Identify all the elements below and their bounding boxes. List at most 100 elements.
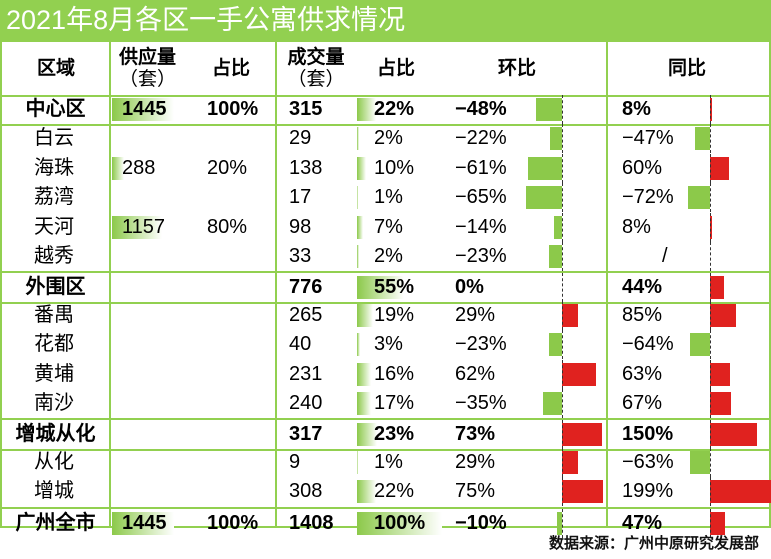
- table-row: 广州全市 1445 100% 1408 100% −10% 47%: [2, 506, 769, 538]
- deal-cell: 308: [289, 480, 323, 503]
- region-cell: 增城: [34, 480, 74, 503]
- deal-share-cell: 17%: [374, 392, 415, 414]
- mom-bar: [556, 511, 562, 535]
- yoy-cell: /: [662, 245, 668, 267]
- mom-axis: [562, 447, 563, 477]
- deal-cell: 240: [289, 392, 323, 414]
- supply-share-bar: [112, 215, 162, 239]
- table-row: 增城从化 317 23% 73% 150%: [2, 418, 769, 452]
- region-cell: 中心区: [25, 98, 86, 120]
- yoy-axis: [710, 124, 711, 154]
- region-cell: 越秀: [34, 245, 74, 267]
- table-row: 海珠 288 20% 138 10% −61% 60%: [2, 153, 769, 183]
- yoy-axis: [710, 508, 711, 538]
- table-row: 越秀 33 2% −23% /: [2, 242, 769, 271]
- mom-cell: 29%: [455, 303, 496, 326]
- region-cell: 从化: [34, 450, 74, 473]
- deal-share-bar: [357, 480, 376, 504]
- mom-cell: 62%: [455, 362, 496, 385]
- mom-cell: 29%: [455, 450, 496, 473]
- yoy-bar: [710, 303, 737, 327]
- deal-share-cell: 100%: [374, 511, 426, 534]
- mom-cell: −10%: [455, 511, 507, 534]
- header-supply: 供应量 （套）: [110, 42, 185, 95]
- mom-axis: [562, 508, 563, 538]
- chart-title: 2021年8月各区一手公寓供求情况: [0, 0, 771, 40]
- yoy-bar: [710, 156, 729, 180]
- mom-bar: [562, 362, 597, 386]
- yoy-cell: 8%: [622, 215, 651, 238]
- header-yoy: 同比: [667, 57, 706, 79]
- deal-share-bar: [357, 127, 359, 151]
- yoy-cell: 60%: [622, 156, 663, 179]
- region-cell: 增城从化: [15, 423, 96, 446]
- yoy-axis: [710, 242, 711, 271]
- header-supply-label: 供应量: [118, 46, 176, 68]
- mom-bar: [535, 98, 562, 121]
- yoy-bar: [710, 98, 713, 121]
- deal-cell: 315: [289, 98, 323, 120]
- yoy-axis: [710, 389, 711, 418]
- header-supply-unit: （套）: [118, 68, 176, 90]
- mom-bar: [562, 423, 603, 447]
- supply-cell: 288: [122, 156, 156, 179]
- supply-demand-table: 区域 供应量 （套） 占比 成交量 （套） 占比 环比 同比 中心区 1445 10…: [0, 40, 771, 538]
- supply-share-cell: 80%: [207, 215, 248, 238]
- region-cell: 荔湾: [34, 186, 74, 209]
- deal-cell: 231: [289, 362, 323, 385]
- mom-bar: [554, 215, 562, 239]
- yoy-axis: [710, 273, 711, 303]
- yoy-bar: [710, 423, 757, 447]
- mom-bar: [526, 186, 562, 210]
- yoy-bar: [710, 215, 713, 239]
- mom-axis: [562, 242, 563, 271]
- yoy-cell: 47%: [622, 511, 663, 534]
- table-header: 区域 供应量 （套） 占比 成交量 （套） 占比 环比 同比: [2, 42, 769, 97]
- column-divider: [606, 42, 608, 526]
- mom-axis: [562, 477, 563, 507]
- deal-cell: 33: [289, 245, 312, 267]
- table-row: 增城 308 22% 75% 199%: [2, 477, 771, 507]
- region-cell: 南沙: [34, 392, 74, 414]
- yoy-bar: [710, 362, 730, 386]
- deal-share-cell: 2%: [374, 127, 403, 150]
- header-mom: 环比: [497, 57, 536, 79]
- deal-share-bar: [357, 362, 371, 386]
- mom-cell: −22%: [455, 127, 507, 150]
- column-divider: [275, 42, 277, 526]
- region-cell: 天河: [34, 215, 74, 238]
- supply-cell: 1445: [122, 98, 167, 120]
- table-row: 花都 40 3% −23% −64%: [2, 330, 769, 360]
- deal-share-bar: [357, 98, 376, 121]
- header-region: 区域: [36, 57, 75, 79]
- yoy-bar: [690, 450, 710, 474]
- mom-cell: −65%: [455, 186, 507, 209]
- yoy-cell: 8%: [622, 98, 651, 120]
- deal-cell: 98: [289, 215, 312, 238]
- yoy-bar: [710, 511, 725, 535]
- yoy-cell: −64%: [622, 333, 674, 356]
- deal-share-bar: [357, 303, 374, 327]
- yoy-axis: [710, 95, 711, 124]
- header-deal-share: 占比: [376, 57, 415, 79]
- deal-cell: 317: [289, 423, 323, 446]
- yoy-cell: −47%: [622, 127, 674, 150]
- deal-share-cell: 55%: [374, 276, 415, 299]
- table-row: 南沙 240 17% −35% 67%: [2, 389, 769, 418]
- deal-share-bar: [357, 423, 377, 447]
- yoy-cell: −72%: [622, 186, 674, 209]
- mom-axis: [562, 330, 563, 360]
- deal-cell: 1408: [289, 511, 334, 534]
- table-row: 荔湾 17 1% −65% −72%: [2, 183, 769, 213]
- deal-cell: 29: [289, 127, 312, 150]
- mom-axis: [562, 153, 563, 183]
- mom-axis: [562, 212, 563, 242]
- deal-share-bar: [357, 245, 359, 268]
- yoy-axis: [710, 330, 711, 360]
- header-supply-share: 占比: [211, 57, 250, 79]
- deal-cell: 265: [289, 303, 323, 326]
- yoy-axis: [710, 153, 711, 183]
- yoy-axis: [710, 212, 711, 242]
- deal-share-cell: 3%: [374, 333, 403, 356]
